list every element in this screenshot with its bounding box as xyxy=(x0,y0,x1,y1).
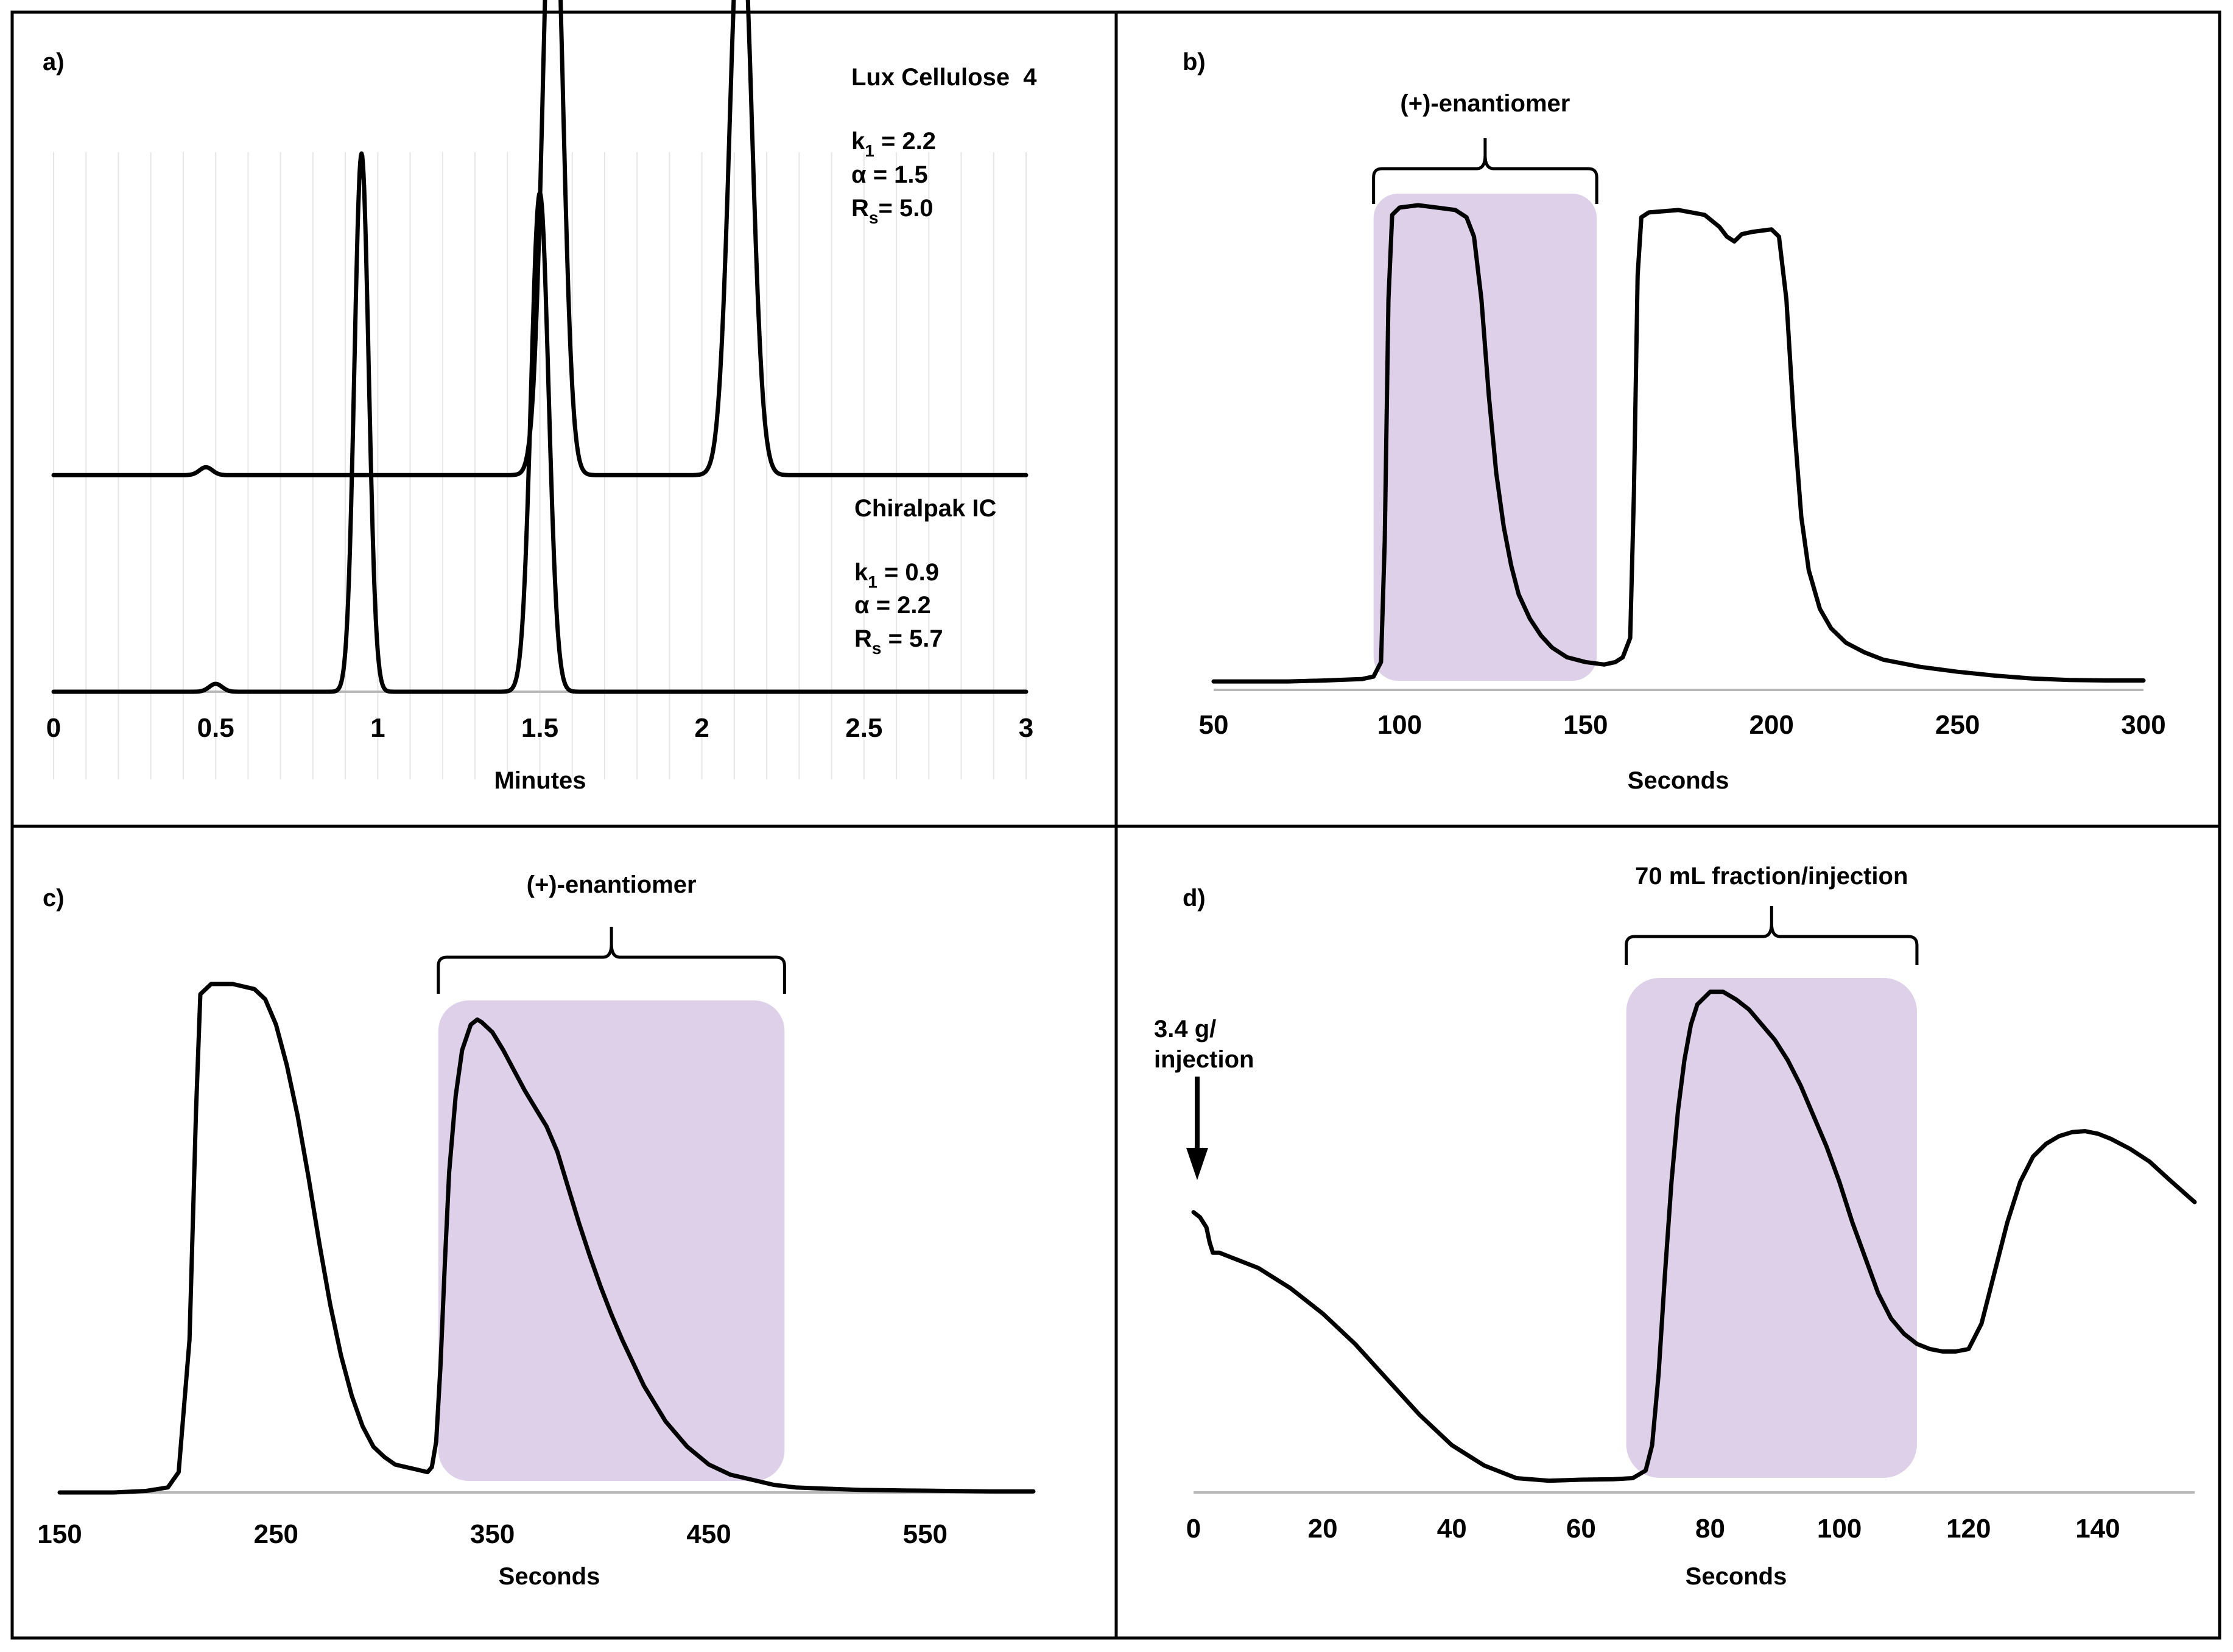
panel-d-x-tick: 60 xyxy=(1566,1514,1596,1544)
panel-b-label: b) xyxy=(1183,49,1206,76)
panel-d: 70 mL fraction/injection 3.4 g/ injectio… xyxy=(1154,863,2197,1590)
lux-alpha-stat: α = 1.5 xyxy=(851,161,928,188)
panel-b-x-ticks: 50 100 150 200 250 300 xyxy=(1199,710,2166,740)
panel-b-x-tick: 100 xyxy=(1377,710,1422,740)
injection-label-line-1: 3.4 g/ xyxy=(1154,1016,1216,1042)
panel-a-gridlines xyxy=(53,152,1027,779)
panel-b-x-label: Seconds xyxy=(1628,767,1729,794)
panel-b-bracket xyxy=(1372,138,1598,204)
panel-c-x-tick: 150 xyxy=(37,1519,82,1549)
panel-b-x-tick: 200 xyxy=(1749,710,1793,740)
panel-d-x-tick: 120 xyxy=(1946,1514,1991,1544)
panel-d-x-tick: 140 xyxy=(2075,1514,2120,1544)
panel-b: (+)-enantiomer b) 50 100 150 200 250 300… xyxy=(1183,49,2166,794)
panel-a-x-tick: 0 xyxy=(46,713,61,743)
chiralpak-rs-stat: Rs = 5.7 xyxy=(854,625,943,658)
panel-b-x-tick: 300 xyxy=(2121,710,2165,740)
panel-a: a) 0 0.5 1 1.5 2 2.5 3 Minutes Lux Cellu… xyxy=(43,0,1037,794)
panel-d-x-ticks: 0 20 40 60 80 100 120 140 xyxy=(1186,1514,2120,1544)
panel-c-annotation: (+)-enantiomer xyxy=(527,871,697,898)
panel-d-x-tick: 0 xyxy=(1186,1514,1201,1544)
panel-d-x-label: Seconds xyxy=(1686,1563,1787,1590)
panel-c-bracket xyxy=(437,927,786,994)
panel-c-fraction-window xyxy=(438,1000,785,1481)
panel-b-x-tick: 150 xyxy=(1563,710,1608,740)
panel-c-x-tick: 350 xyxy=(470,1519,515,1549)
panel-a-x-tick: 1.5 xyxy=(521,713,558,743)
panel-a-x-tick: 2.5 xyxy=(845,713,882,743)
chiralpak-alpha-stat: α = 2.2 xyxy=(854,592,931,619)
panel-c-x-tick: 250 xyxy=(254,1519,298,1549)
panel-c-x-ticks: 150 250 350 450 550 xyxy=(37,1519,948,1549)
chiralpak-trace xyxy=(51,151,1029,694)
panel-a-x-tick: 0.5 xyxy=(197,713,234,743)
panel-c-x-tick: 550 xyxy=(903,1519,948,1549)
panel-b-annotation: (+)-enantiomer xyxy=(1400,90,1570,117)
chiralpak-name: Chiralpak IC xyxy=(854,495,996,522)
panel-a-label: a) xyxy=(43,49,65,76)
panel-c-x-tick: 450 xyxy=(686,1519,731,1549)
panel-c-trace xyxy=(57,982,1036,1495)
panel-d-x-tick: 40 xyxy=(1437,1514,1467,1544)
panel-b-x-tick: 250 xyxy=(1935,710,1980,740)
panel-a-x-tick: 1 xyxy=(370,713,385,743)
panel-d-x-tick: 80 xyxy=(1695,1514,1725,1544)
panel-d-annotation: 70 mL fraction/injection xyxy=(1635,863,1908,890)
injection-arrow-head xyxy=(1186,1148,1208,1180)
panel-b-fraction-window xyxy=(1373,194,1597,681)
panel-b-x-tick: 50 xyxy=(1199,710,1229,740)
panel-d-trace xyxy=(1191,989,2197,1483)
panel-c: (+)-enantiomer c) 150 250 350 450 550 Se… xyxy=(37,871,1036,1590)
lux-cellulose-name: Lux Cellulose 4 xyxy=(851,64,1037,91)
panel-b-trace xyxy=(1211,203,2146,684)
panel-d-x-tick: 20 xyxy=(1308,1514,1338,1544)
panel-a-x-label: Minutes xyxy=(494,767,586,794)
injection-label-line-2: injection xyxy=(1154,1046,1254,1073)
panel-c-x-label: Seconds xyxy=(499,1563,600,1590)
lux-rs-stat: Rs= 5.0 xyxy=(851,195,934,227)
panel-d-bracket xyxy=(1625,906,1919,965)
lux-k1-stat: k1 = 2.2 xyxy=(851,128,936,160)
panel-a-x-ticks: 0 0.5 1 1.5 2 2.5 3 xyxy=(46,713,1033,743)
chiralpak-k1-stat: k1 = 0.9 xyxy=(854,559,939,591)
panel-c-label: c) xyxy=(43,885,65,912)
panel-a-x-tick: 2 xyxy=(694,713,709,743)
panel-d-label: d) xyxy=(1183,885,1206,912)
panel-d-x-tick: 100 xyxy=(1817,1514,1862,1544)
panel-a-x-tick: 3 xyxy=(1019,713,1033,743)
panel-d-fraction-window xyxy=(1626,978,1917,1478)
